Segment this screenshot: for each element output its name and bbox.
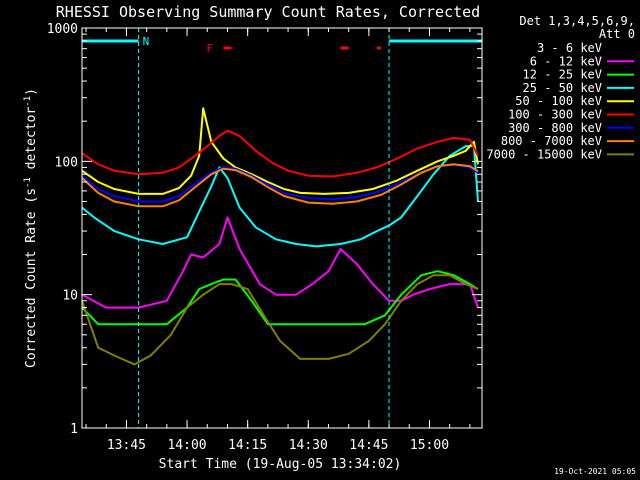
y-tick-label-1: 10 [62,289,78,304]
legend-label-1: 6 - 12 keV [530,54,602,68]
legend-label-4: 50 - 100 keV [515,94,602,108]
x-tick-label-5: 15:00 [410,438,449,453]
y-tick-label-3: 1000 [47,22,78,37]
legend-label-2: 12 - 25 keV [523,68,602,82]
legend-label-5: 100 - 300 keV [508,108,602,122]
series-layer [81,107,479,429]
x-axis-label: Start Time (19-Aug-05 13:34:02) [159,457,402,472]
y-axis-label-mid: detector [24,107,39,178]
x-tick-label-2: 14:15 [228,438,267,453]
series-line-2 [81,270,479,326]
x-tick-label-3: 14:30 [289,438,328,453]
legend-label-6: 300 - 800 keV [508,121,602,135]
legend-header-line-2: Att 0 [599,27,635,41]
series-line-0 [81,230,475,429]
flare-flag-label: F [206,42,213,55]
night-flag-label: N [143,35,150,48]
y-axis-label: Corrected Count Rate (s-1 detector-1) [23,88,39,368]
series-line-4 [81,107,479,195]
legend-label-8: 7000 - 15000 keV [486,147,602,161]
series-line-3 [81,145,479,248]
plot-frame [81,27,483,429]
y-axis-label-end: ) [24,88,39,96]
series-line-8 [81,274,479,366]
x-tick-label-4: 14:45 [349,438,388,453]
y-tick-label-0: 1 [70,422,78,437]
y-axis-label-main: Corrected Count Rate (s [24,188,39,368]
legend-label-3: 25 - 50 keV [523,81,602,95]
footer-timestamp: 19-Oct-2021 05:05 [554,467,636,476]
x-tick-label-0: 13:45 [107,438,146,453]
series-line-5 [81,129,479,178]
y-tick-label-2: 100 [55,155,78,170]
legend-label-7: 800 - 7000 keV [501,134,602,148]
legend-header-line-1: Det 1,3,4,5,6,9, [519,14,635,28]
legend-label-0: 3 - 6 keV [537,41,602,55]
chart-title: RHESSI Observing Summary Count Rates, Co… [56,3,480,21]
series-line-1 [81,216,479,309]
y-axis-label-sup2: -1 [23,96,33,107]
y-axis-label-sup1: -1 [23,177,33,188]
series-line-7 [81,163,479,208]
x-tick-label-1: 14:00 [167,438,206,453]
tick-layer: 13:45 14:00 14:15 14:30 14:45 15:00 1 10 100 1000 [47,22,482,453]
